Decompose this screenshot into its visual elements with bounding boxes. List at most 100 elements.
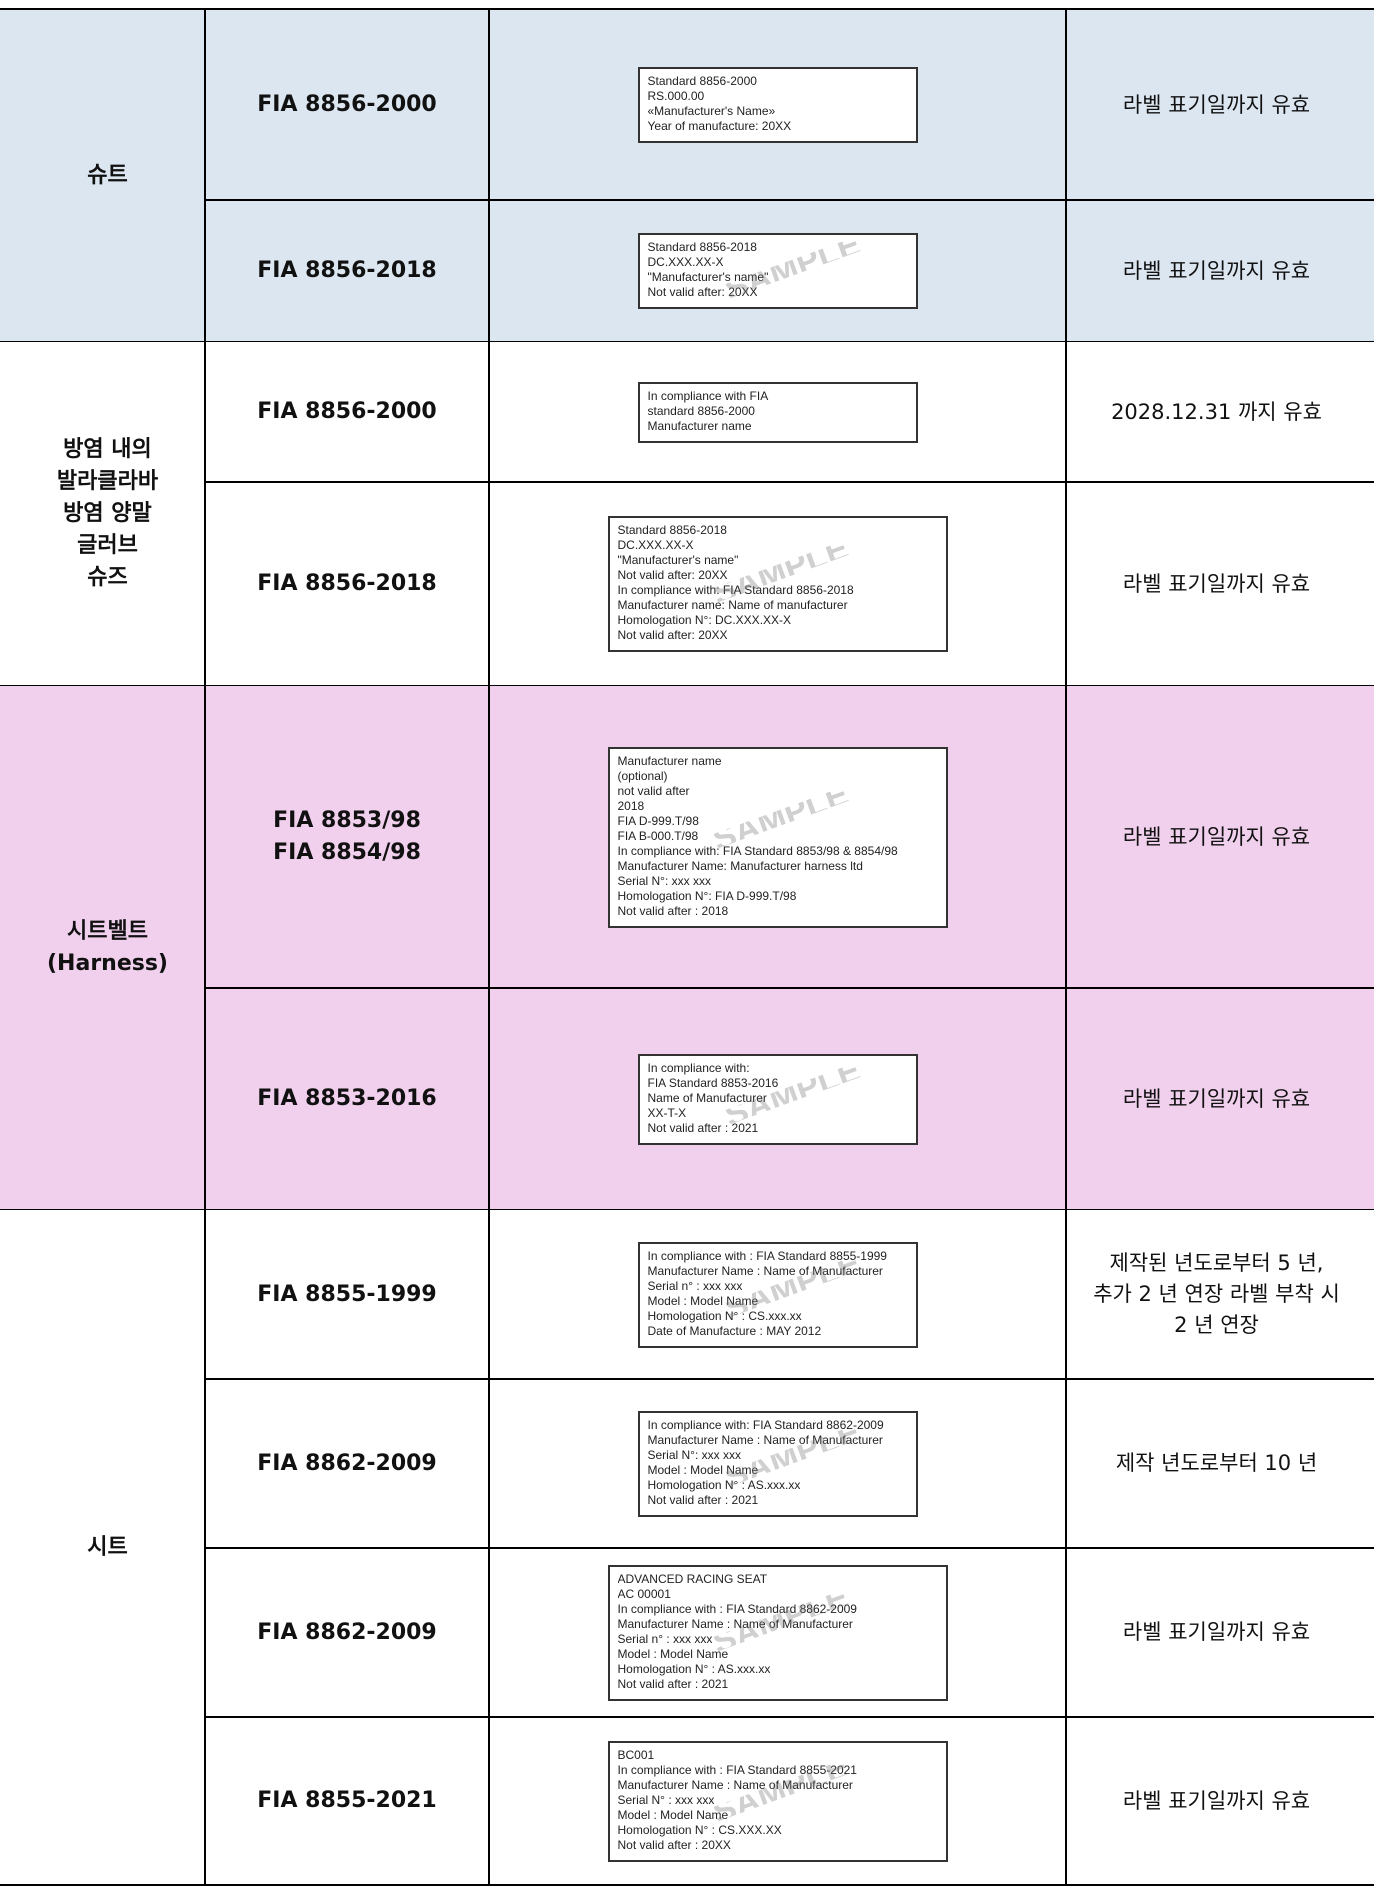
row-rule [205, 987, 1374, 989]
label-text: standard 8856-2000 [647, 403, 755, 418]
row-rule [205, 481, 1374, 483]
label-text: Standard 8856-2018 [647, 240, 757, 254]
validity: 라벨 표기일까지 유효 [1122, 824, 1311, 849]
label-text: In compliance with : FIA Standard 8855-1… [647, 1248, 887, 1263]
label-text: Homologation N° : CS.xxx.xx [647, 1308, 802, 1323]
label-text: Standard 8856-2018 [617, 523, 727, 537]
validity: 라벨 표기일까지 유효 [1122, 1788, 1311, 1813]
validity: 라벨 표기일까지 유효 [1122, 92, 1311, 117]
label-text: Manufacturer Name : Name of Manufacturer [647, 1432, 883, 1447]
validity: 제작 년도로부터 10 년 [1115, 1451, 1318, 1475]
label-text: DC.XXX.XX-X [647, 255, 724, 269]
row-rule [205, 1378, 1374, 1380]
col-rule [1065, 8, 1067, 1885]
standard: FIA 8856-2018 [257, 258, 437, 283]
label-text: Manufacturer Name : Name of Manufacturer [617, 1616, 853, 1631]
label-text: Manufacturer name [647, 418, 752, 433]
label-text: BC001 [617, 1747, 655, 1762]
validity: 2028.12.31 까지 유효 [1111, 399, 1322, 424]
col-rule [488, 8, 490, 1885]
label-text: Not valid after : 20XX [617, 1837, 731, 1852]
label-text: Not valid after: 20XX [617, 568, 728, 582]
label-image: In compliance with FIA standard 8856-2000… [637, 381, 918, 443]
label-text: Serial N°: xxx xxx [647, 1447, 741, 1462]
label-text: Year of manufacture: 20XX [647, 119, 792, 133]
label-text: In compliance with: FIA Standard 8853/98… [617, 843, 898, 858]
label-image: Standard 8856-2018 DC.XXX.XX-X "Manufactur… [637, 233, 918, 309]
label-text: FIA D-999.T/98 [617, 813, 699, 828]
label-text: Serial N° : xxx xxx [617, 1792, 715, 1807]
label-text: not valid after [617, 783, 690, 798]
standard: FIA 8862-2009 [257, 1450, 437, 1476]
standard: FIA 8862-2009 [257, 1619, 437, 1645]
label-text: In compliance with: FIA Standard 8856-20… [617, 583, 854, 597]
label-text: Serial n° : xxx xxx [647, 1278, 743, 1293]
label-text: Manufacturer Name: Manufacturer harness … [617, 858, 863, 873]
row-rule [205, 199, 1374, 201]
label-text: Serial n° : xxx xxx [617, 1631, 713, 1646]
label-text: Serial N°: xxx xxx [617, 873, 711, 888]
label-text: «Manufacturer's Name» [647, 104, 776, 118]
label-text: AC 00001 [617, 1586, 671, 1601]
label-text: Manufacturer Name : Name of Manufacturer [617, 1777, 853, 1792]
label-text: Homologation N° : AS.xxx.xx [617, 1661, 771, 1676]
label-text: Model : Model Name [617, 1807, 729, 1822]
group-name: 슈트 [87, 163, 128, 188]
validity: 라벨 표기일까지 유효 [1122, 1620, 1311, 1644]
label-text: Not valid after: 20XX [617, 628, 728, 642]
label-text: In compliance with : FIA Standard 8855-2… [617, 1762, 857, 1777]
standard: FIA 8855-1999 [257, 1281, 437, 1307]
label-text: In compliance with: FIA Standard 8862-20… [647, 1417, 884, 1432]
standard: FIA 8853-2016 [257, 1086, 437, 1111]
row-rule [205, 1716, 1374, 1718]
label-text: Manufacturer Name : Name of Manufacturer [647, 1263, 883, 1278]
label-image: In compliance with: FIA Standard 8853-201… [637, 1053, 918, 1145]
group-name: 방염 내의 발라클라바 방염 양말 글러브 슈즈 [56, 437, 159, 590]
validity: 라벨 표기일까지 유효 [1122, 571, 1311, 596]
label-image: BC001 In compliance with : FIA Standard 8… [607, 1740, 948, 1862]
label-text: Manufacturer name [617, 753, 722, 768]
label-text: Manufacturer name: Name of manufacturer [617, 598, 848, 612]
label-text: Not valid after : 2021 [647, 1492, 759, 1507]
label-text: RS.000.00 [647, 89, 705, 103]
label-text: (optional) [617, 768, 668, 783]
label-image: In compliance with : FIA Standard 8855-1… [637, 1241, 918, 1348]
label-text: Model : Model Name [647, 1462, 759, 1477]
group-name: 시트벨트 (Harness) [47, 919, 168, 976]
label-text: FIA B-000.T/98 [617, 828, 699, 843]
label-text: Model : Model Name [647, 1293, 759, 1308]
validity: 제작된 년도로부터 5 년, 추가 2 년 연장 라벨 부착 시 2 년 연장 [1093, 1251, 1340, 1337]
label-text: Not valid after : 2021 [617, 1676, 729, 1691]
validity: 라벨 표기일까지 유효 [1122, 258, 1311, 283]
label-image: Manufacturer name (optional) not valid aft… [607, 746, 948, 928]
label-text: 2018 [617, 798, 645, 813]
label-image: ADVANCED RACING SEAT AC 00001 In complianc… [607, 1564, 948, 1701]
label-text: Homologation N°: DC.XXX.XX-X [617, 613, 792, 627]
row-rule [205, 1547, 1374, 1549]
label-text: FIA Standard 8853-2016 [647, 1075, 779, 1090]
standard: FIA 8856-2000 [257, 92, 437, 117]
label-text: Date of Manufacture : MAY 2012 [647, 1323, 822, 1338]
label-text: Homologation N° : AS.xxx.xx [647, 1477, 801, 1492]
standard: FIA 8856-2018 [257, 571, 437, 596]
standard: FIA 8853/98 FIA 8854/98 [273, 808, 421, 865]
label-text: In compliance with FIA [647, 388, 769, 403]
label-image: Standard 8856-2000 RS.000.00 «Manufacturer… [637, 67, 918, 143]
label-text: Homologation N° : CS.XXX.XX [617, 1822, 782, 1837]
label-image: In compliance with: FIA Standard 8862-20… [637, 1410, 918, 1517]
validity: 라벨 표기일까지 유효 [1122, 1086, 1311, 1111]
label-text: In compliance with: [647, 1060, 750, 1075]
standard: FIA 8856-2000 [257, 399, 437, 424]
standard: FIA 8855-2021 [257, 1788, 437, 1813]
label-text: Not valid after: 20XX [647, 285, 758, 299]
label-text: Not valid after : 2018 [617, 903, 729, 918]
label-text: Standard 8856-2000 [647, 74, 757, 88]
label-text: XX-T-X [647, 1105, 687, 1120]
group-name: 시트 [87, 1534, 128, 1560]
label-image: Standard 8856-2018 DC.XXX.XX-X "Manufactur… [607, 516, 948, 652]
label-text: Name of Manufacturer [647, 1090, 767, 1105]
rule [0, 8, 1374, 10]
label-text: "Manufacturer's name" [647, 270, 769, 284]
label-text: DC.XXX.XX-X [617, 538, 694, 552]
